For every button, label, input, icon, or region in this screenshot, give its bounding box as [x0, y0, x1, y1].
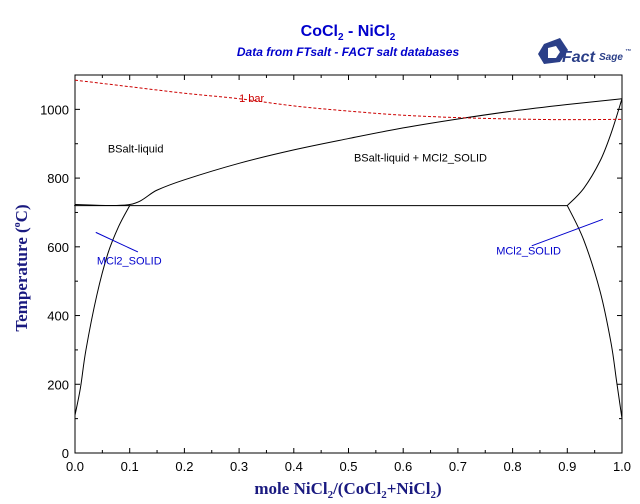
x-tick-label: 0.3 [230, 459, 248, 474]
y-tick-label: 800 [47, 171, 69, 186]
chart-title: CoCl2 - NiCl2 [301, 23, 396, 43]
x-tick-label: 0.0 [66, 459, 84, 474]
series-right-solvus [566, 205, 623, 419]
series-liquidus [74, 98, 623, 207]
y-tick-label: 1000 [40, 102, 69, 117]
x-tick-label: 1.0 [613, 459, 631, 474]
region-label: BSalt-liquid + MCl2_SOLID [354, 153, 487, 165]
x-tick-label: 0.9 [558, 459, 576, 474]
curves-layer [74, 79, 623, 419]
isobar-label: 1 bar [239, 93, 264, 105]
chart-subtitle: Data from FTsalt - FACT salt databases [237, 45, 460, 59]
phase-leader-line [531, 218, 604, 247]
series-right-liquidus-branch [566, 98, 623, 206]
y-axis-label: Temperature (oC) [12, 204, 31, 331]
x-tick-label: 0.6 [394, 459, 412, 474]
x-axis-label: mole NiCl2/(CoCl2+NiCl2) [254, 479, 441, 501]
logo-brand2: Sage [599, 52, 623, 63]
series-1-bar [74, 79, 623, 121]
x-tick-label: 0.1 [121, 459, 139, 474]
phase-leader-line [95, 231, 139, 253]
phase-label: MCl2_SOLID [496, 245, 561, 257]
y-tick-label: 200 [47, 377, 69, 392]
region-label: BSalt-liquid [108, 143, 164, 155]
factsage-logo-icon [538, 38, 568, 64]
logo-brand: Fact [562, 49, 596, 66]
series-left-solvus [74, 205, 131, 416]
phase-label: MCl2_SOLID [97, 256, 162, 268]
x-tick-label: 0.8 [504, 459, 522, 474]
x-tick-label: 0.2 [175, 459, 193, 474]
x-tick-label: 0.4 [285, 459, 303, 474]
tick-layer: 0.0 0.1 0.2 0.3 0.4 0.5 0.6 0.7 0.8 0.9 1.0 0 200 400… [40, 75, 631, 474]
y-tick-label: 400 [47, 309, 69, 324]
x-tick-label: 0.7 [449, 459, 467, 474]
y-tick-label: 600 [47, 240, 69, 255]
annotation-layer: BSalt-liquid BSalt-liquid + MCl2_SOLID MCl… [97, 93, 561, 268]
y-tick-label: 0 [62, 446, 69, 461]
x-tick-label: 0.5 [339, 459, 357, 474]
logo-trademark: ™ [625, 48, 631, 55]
factsage-logo: Fact Sage ™ [538, 38, 631, 66]
